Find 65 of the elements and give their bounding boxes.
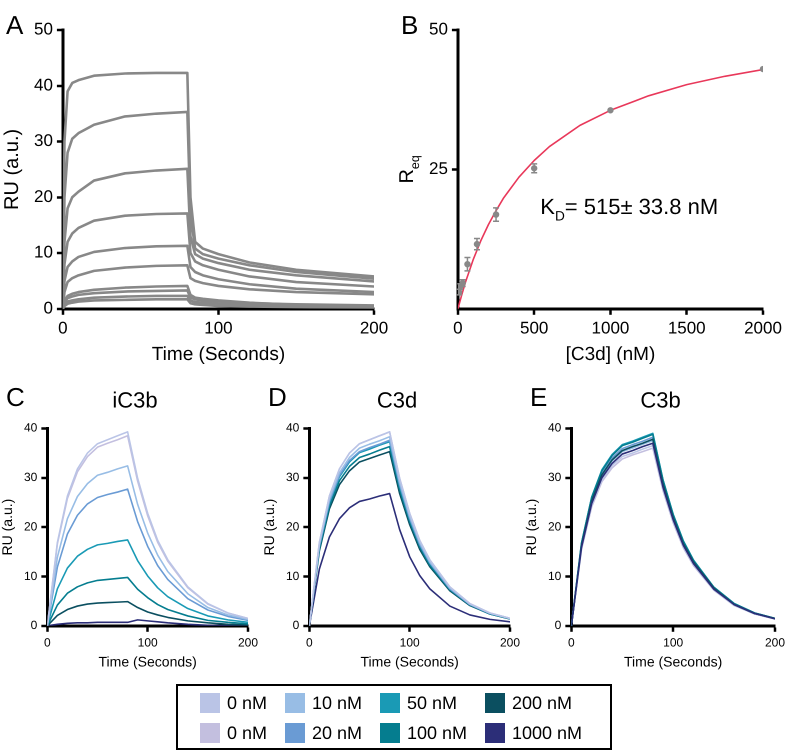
text: A (6, 10, 24, 40)
x-tick-label: 200 (360, 318, 388, 338)
text: B (401, 10, 418, 40)
y-tick-label: 40 (34, 75, 53, 94)
y-axis-title: RU (a.u.) (0, 498, 15, 556)
text: D (268, 382, 287, 412)
x-tick-label: 1500 (668, 318, 706, 338)
chart-title: iC3b (112, 387, 158, 412)
x-tick-label: 200 (238, 635, 258, 650)
x-tick-label: 100 (400, 635, 420, 650)
y-tick-label: 0 (292, 618, 300, 632)
x-tick-label: 100 (663, 635, 684, 650)
y-tick-label: 0 (43, 298, 53, 318)
y-tick-label: 30 (34, 131, 53, 150)
legend-label: 0 nM (227, 722, 268, 744)
legend-label: 10 nM (312, 692, 362, 714)
y-tick-label: 30 (24, 470, 38, 484)
text: E (530, 382, 548, 412)
text: C (6, 382, 25, 412)
y-axis-title: RU (a.u.) (523, 498, 539, 556)
x-tick-label: 0 (58, 318, 68, 338)
x-tick-label: 200 (500, 635, 520, 650)
y-tick-label: 40 (24, 420, 38, 435)
x-tick-label: 2000 (744, 318, 782, 338)
x-tick-label: 0 (306, 635, 314, 650)
y-tick-label: 30 (286, 470, 300, 484)
x-tick-label: 100 (138, 635, 158, 650)
x-axis-title: [C3d] (nM) (566, 344, 656, 365)
y-tick-label: 30 (548, 470, 562, 484)
x-tick-label: 200 (764, 635, 786, 650)
y-tick-label: 25 (428, 159, 448, 178)
y-tick-label: 10 (34, 242, 53, 262)
y-tick-label: 50 (428, 20, 448, 39)
y-tick-label: 10 (548, 568, 562, 583)
y-tick-label: 40 (286, 420, 300, 435)
x-axis-title: Time (Seconds) (152, 344, 286, 365)
chart-title: C3b (640, 387, 681, 412)
legend-label: 50 nM (406, 692, 457, 714)
y-tick-label: 20 (24, 519, 38, 534)
y-tick-label: 0 (554, 618, 562, 632)
y-tick-label: 0 (30, 618, 38, 632)
y-tick-label: 50 (34, 20, 53, 39)
x-axis-title: Time (Seconds) (98, 653, 197, 670)
legend-label: 20 nM (312, 722, 362, 744)
y-tick-label: 10 (286, 568, 300, 583)
y-axis-title: Req (396, 155, 422, 184)
y-tick-label: 10 (24, 568, 38, 583)
x-tick-label: 100 (204, 318, 233, 338)
x-tick-label: 0 (568, 635, 576, 650)
legend-label: 100 nM (406, 722, 468, 744)
y-tick-label: 20 (34, 186, 53, 206)
y-tick-label: 20 (286, 519, 300, 534)
x-axis-title: Time (Seconds) (624, 653, 722, 670)
legend-label: 200 nM (512, 692, 572, 714)
x-axis-title: Time (Seconds) (360, 653, 459, 670)
x-tick-label: 500 (520, 318, 548, 338)
chart-title: C3d (376, 387, 418, 412)
legend-label: 1000 nM (512, 722, 582, 744)
y-tick-label: 40 (548, 420, 562, 435)
x-tick-label: 1000 (592, 318, 630, 338)
y-tick-label: 20 (548, 519, 562, 534)
x-tick-label: 0 (453, 318, 463, 338)
y-axis-title: RU (a.u.) (261, 498, 277, 556)
y-axis-title: RU (a.u.) (1, 128, 23, 210)
legend-label: 0 nM (227, 692, 268, 714)
